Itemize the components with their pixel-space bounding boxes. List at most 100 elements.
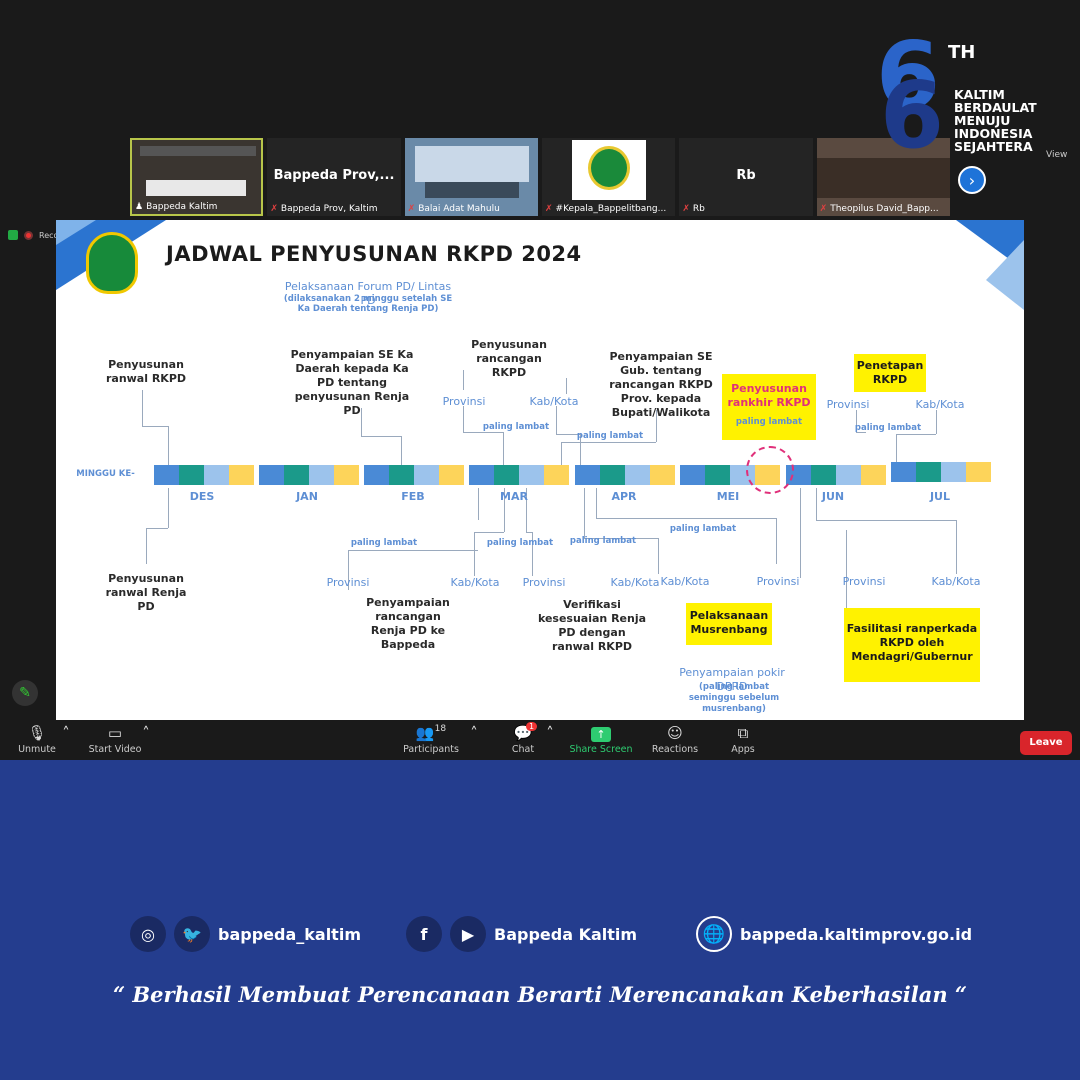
start-video-button[interactable]: ▭ Start Video (80, 724, 150, 755)
provinsi-label: Provinsi (522, 576, 566, 589)
musrenbang-box: Pelaksanaan Musrenbang (686, 603, 772, 645)
se-ka-daerah-text: Penyampaian SE Ka Daerah kepada Ka PD te… (290, 348, 414, 417)
apps-icon: ⧉ (737, 724, 749, 742)
month-label: JUN (821, 490, 845, 503)
mic-muted-icon: ✗ (270, 204, 278, 214)
audio-options-caret[interactable]: ˄ (56, 724, 76, 744)
week-segment (891, 462, 916, 482)
youtube-icon: ▶ (450, 916, 486, 952)
rancangan-rkpd-text: Penyusunan rancangan RKPD (471, 338, 547, 379)
provinsi-label: Provinsi (756, 575, 800, 588)
week-segment (680, 465, 705, 485)
month-label: MEI (716, 490, 740, 503)
participants-options-caret[interactable]: ˄ (464, 724, 484, 744)
week-segment (389, 465, 414, 485)
kaltim-emblem (86, 232, 138, 294)
pokir-note: (paling lambat seminggu sebelum musrenba… (688, 682, 780, 714)
paling-lambat: paling lambat (569, 536, 637, 546)
participant-tile[interactable]: ✗ #Kepala_Bappelitbang... (542, 138, 676, 216)
twitter-icon: 🐦 (174, 916, 210, 952)
kabkota-label: Kab/Kota (660, 575, 710, 588)
mic-muted-icon: ✗ (819, 204, 828, 214)
mic-muted-icon: ✗ (682, 204, 690, 214)
week-segment (179, 465, 204, 485)
paling-lambat: paling lambat (576, 431, 644, 441)
renja-bappeda-text: Penyampaian rancangan Renja PD ke Bapped… (366, 596, 450, 651)
participants-button[interactable]: 👥18 Participants (403, 724, 459, 755)
week-segment (229, 465, 254, 485)
month-label: JUL (929, 490, 951, 503)
facebook-icon: f (406, 916, 442, 952)
rankhir-box: Penyusunan rankhir RKPD paling lambat (722, 374, 816, 440)
week-segment (519, 465, 544, 485)
verifikasi-text: Verifikasi kesesuaian Renja PD dengan ra… (537, 598, 647, 653)
forum-note: (dilaksanakan 2 minggu setelah SE Ka Dae… (283, 294, 453, 314)
month-label: APR (611, 490, 637, 503)
participant-tile[interactable]: Rb ✗ Rb (679, 138, 813, 216)
provinsi-label: Provinsi (826, 398, 870, 411)
leave-button[interactable]: Leave (1020, 731, 1072, 755)
social-facebook-youtube[interactable]: f ▶ Bappeda Kaltim (406, 916, 637, 952)
provinsi-label: Provinsi (842, 575, 886, 588)
apps-button[interactable]: ⧉ Apps (708, 724, 778, 755)
social-instagram-twitter[interactable]: ◎ 🐦 bappeda_kaltim (130, 916, 361, 952)
video-off-icon: ▭ (107, 724, 123, 742)
participant-tile[interactable]: ✗ Balai Adat Mahulu (404, 138, 538, 216)
week-segment (941, 462, 966, 482)
chat-badge: 1 (526, 722, 538, 731)
kabkota-label: Kab/Kota (529, 395, 579, 408)
chevron-up-icon: ˄ (142, 724, 150, 742)
share-screen-button[interactable]: ↑ Share Screen (569, 727, 633, 755)
slide-title: JADWAL PENYUSUNAN RKPD 2024 (166, 242, 582, 266)
video-options-caret[interactable]: ˄ (136, 724, 156, 744)
provinsi-label: Provinsi (442, 395, 486, 408)
timeline (56, 220, 1024, 720)
reactions-icon: ☺ (667, 724, 683, 742)
user-icon: ♟ (135, 202, 144, 212)
month-label: FEB (401, 490, 425, 503)
week-segment (154, 465, 179, 485)
week-segment (259, 465, 284, 485)
annotate-pencil-icon[interactable]: ✎ (12, 680, 38, 706)
paling-lambat: paling lambat (482, 422, 550, 432)
paling-lambat: paling lambat (350, 538, 418, 548)
week-segment (284, 465, 309, 485)
month-label: MAR (500, 490, 528, 503)
view-toggle[interactable]: View (1046, 150, 1068, 160)
participant-tile[interactable]: Bappeda Prov,... ✗ Bappeda Prov, Kaltim (267, 138, 401, 216)
week-segment (494, 465, 519, 485)
week-segment (575, 465, 600, 485)
next-page-button[interactable]: › (958, 166, 986, 194)
month-label: JAN (296, 490, 318, 503)
reactions-button[interactable]: ☺ Reactions (640, 724, 710, 755)
shield-icon (8, 230, 18, 240)
social-website[interactable]: 🌐 bappeda.kaltimprov.go.id (696, 916, 972, 952)
unmute-button[interactable]: 🎙 Unmute (2, 724, 72, 755)
week-segment (439, 465, 464, 485)
pokir-text: Penyampaian pokir DPRD (679, 666, 785, 693)
fasilitasi-box: Fasilitasi ranperkada RKPD oleh Mendagri… (844, 608, 980, 682)
paling-lambat: paling lambat (669, 524, 737, 534)
week-segment (966, 462, 991, 482)
chat-button[interactable]: 💬 1 Chat (488, 722, 558, 755)
week-segment (364, 465, 389, 485)
penetapan-box: Penetapan RKPD (854, 354, 926, 392)
mic-muted-icon: 🎙 (27, 724, 47, 742)
anniversary-logo: 6 6 TH KALTIM BERDAULAT MENUJU INDONESIA… (876, 22, 1037, 169)
month-label: DES (189, 490, 215, 503)
participant-tile[interactable]: ♟ Bappeda Kaltim (130, 138, 264, 216)
kabkota-label: Kab/Kota (450, 576, 500, 589)
mic-muted-icon: ✗ (407, 204, 416, 214)
share-screen-icon: ↑ (591, 727, 611, 742)
participants-icon: 👥 (415, 724, 435, 742)
participant-strip: ♟ Bappeda Kaltim Bappeda Prov,... ✗ Bapped… (130, 138, 950, 218)
participant-tile[interactable]: ✗ Theopilus David_Bapp... (816, 138, 950, 216)
week-segment (469, 465, 494, 485)
chevron-up-icon: ˄ (62, 724, 70, 742)
provinsi-label: Provinsi (326, 576, 370, 589)
kabkota-label: Kab/Kota (610, 576, 660, 589)
chat-options-caret[interactable]: ˄ (540, 724, 560, 744)
instagram-icon: ◎ (130, 916, 166, 952)
minggu-label: MINGGU KE- (76, 469, 135, 479)
week-segment (705, 465, 730, 485)
